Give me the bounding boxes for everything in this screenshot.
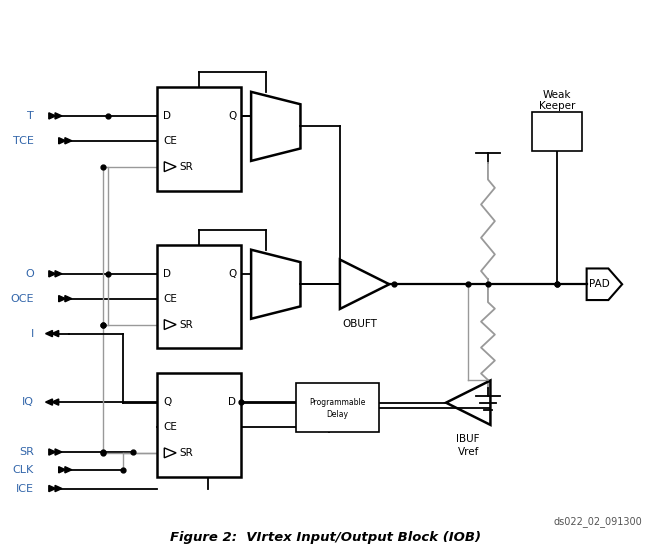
- Bar: [158, 245, 242, 348]
- Text: ICE: ICE: [16, 484, 34, 494]
- Text: CE: CE: [163, 294, 177, 304]
- Text: CE: CE: [163, 136, 177, 146]
- Text: CE: CE: [163, 422, 177, 432]
- Polygon shape: [49, 113, 56, 119]
- Bar: [533, 111, 582, 151]
- Text: D: D: [163, 111, 171, 121]
- Text: SR: SR: [179, 448, 193, 458]
- Text: IQ: IQ: [22, 397, 34, 407]
- Text: T: T: [27, 111, 34, 121]
- Polygon shape: [65, 295, 72, 302]
- Bar: [158, 87, 242, 191]
- Text: Q: Q: [163, 397, 172, 407]
- Polygon shape: [65, 138, 72, 144]
- Text: PAD: PAD: [589, 279, 610, 289]
- Polygon shape: [49, 485, 56, 491]
- Text: SR: SR: [179, 162, 193, 171]
- Text: Figure 2:  VIrtex Input/Output Block (IOB): Figure 2: VIrtex Input/Output Block (IOB…: [170, 531, 481, 544]
- Text: TCE: TCE: [13, 136, 34, 146]
- Text: I: I: [31, 329, 34, 339]
- Text: ds022_02_091300: ds022_02_091300: [553, 515, 642, 526]
- Polygon shape: [49, 271, 56, 277]
- Polygon shape: [55, 271, 62, 277]
- Polygon shape: [46, 330, 53, 337]
- Text: Weak: Weak: [543, 90, 572, 100]
- Text: D: D: [229, 397, 236, 407]
- Polygon shape: [59, 295, 66, 302]
- Text: Q: Q: [228, 111, 236, 121]
- Polygon shape: [52, 399, 59, 405]
- Text: CLK: CLK: [13, 465, 34, 475]
- Text: OBUFT: OBUFT: [342, 319, 377, 329]
- Text: IBUF: IBUF: [456, 434, 480, 444]
- Polygon shape: [55, 449, 62, 455]
- Text: Vref: Vref: [458, 447, 479, 457]
- Text: O: O: [25, 269, 34, 279]
- Bar: [158, 373, 242, 477]
- Text: Keeper: Keeper: [539, 100, 575, 111]
- Polygon shape: [49, 449, 56, 455]
- Polygon shape: [55, 485, 62, 491]
- Bar: [296, 383, 380, 432]
- Text: Delay: Delay: [326, 410, 348, 419]
- Text: SR: SR: [179, 319, 193, 330]
- Polygon shape: [59, 467, 66, 473]
- Polygon shape: [59, 138, 66, 144]
- Text: D: D: [163, 269, 171, 279]
- Polygon shape: [46, 399, 53, 405]
- Text: SR: SR: [19, 447, 34, 457]
- Text: OCE: OCE: [10, 294, 34, 304]
- Polygon shape: [52, 330, 59, 337]
- Text: Q: Q: [228, 269, 236, 279]
- Text: Programmable: Programmable: [309, 398, 366, 407]
- Polygon shape: [55, 113, 62, 119]
- Polygon shape: [65, 467, 72, 473]
